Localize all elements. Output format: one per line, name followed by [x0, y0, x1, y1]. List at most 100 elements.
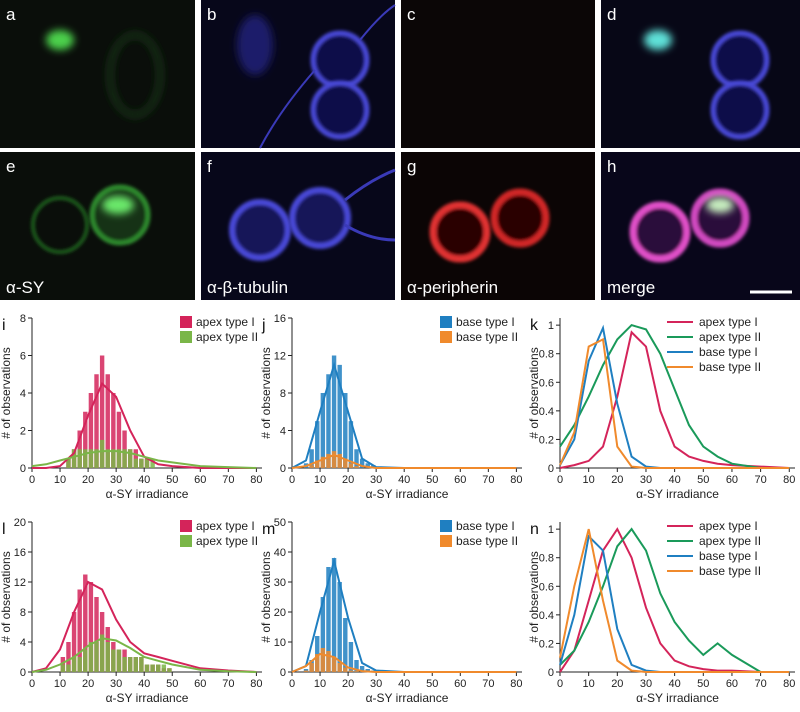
x-tick-label: 50: [697, 474, 709, 486]
legend-label: base type I: [456, 315, 515, 329]
y-tick-label: 0.4: [539, 406, 554, 418]
histogram-bar: [354, 449, 359, 468]
histogram-bar: [99, 355, 105, 468]
x-tick-label: 30: [370, 678, 382, 690]
panel-label: g: [407, 157, 416, 176]
histogram-bar: [315, 421, 320, 468]
x-axis-label: α-SY irradiance: [366, 691, 449, 705]
x-tick-label: 50: [697, 678, 709, 690]
legend-label: base type II: [456, 534, 518, 548]
panel-label: c: [407, 5, 416, 24]
micrograph-f: f α-β-tubulin: [201, 152, 396, 300]
caption: α-peripherin: [407, 278, 498, 297]
y-axis-label: # of observations: [259, 551, 273, 642]
histogram-bar: [309, 465, 314, 468]
histogram-bar: [337, 453, 342, 468]
histogram-bar: [77, 657, 82, 672]
histogram-bar: [139, 458, 144, 468]
histogram-bar: [167, 668, 172, 672]
histogram-bar: [116, 649, 122, 672]
x-tick-label: 20: [611, 678, 623, 690]
y-axis-label: # of observations: [527, 551, 541, 642]
histogram-bar: [150, 458, 155, 468]
x-tick-label: 0: [557, 678, 563, 690]
micrograph-b: b: [201, 0, 396, 149]
y-axis-label: # of observations: [527, 347, 541, 438]
histogram-bar: [71, 612, 77, 672]
histogram-bar: [105, 642, 110, 672]
line: [559, 337, 790, 469]
y-tick-label: 4: [20, 388, 26, 400]
histogram-bar: [326, 651, 331, 672]
x-tick-label: 20: [82, 474, 94, 486]
legend-label: apex type II: [196, 330, 258, 344]
x-tick-label: 60: [194, 474, 206, 486]
y-tick-label: 0.4: [539, 610, 554, 622]
histogram-bar: [343, 393, 348, 468]
legend-label: base type II: [699, 360, 761, 374]
x-tick-label: 70: [754, 678, 766, 690]
histogram-bar: [326, 567, 331, 672]
x-tick-label: 10: [314, 474, 326, 486]
x-tick-label: 20: [342, 678, 354, 690]
panel-label: n: [530, 521, 539, 538]
histogram-bar: [161, 664, 167, 672]
histogram-bar: [94, 597, 99, 672]
legend-swatch: [180, 520, 192, 532]
histogram-bar: [83, 574, 88, 672]
histogram-bar: [331, 355, 337, 468]
y-tick-label: 30: [274, 577, 286, 589]
legend-label: base type I: [456, 519, 515, 533]
histogram-bar: [348, 670, 354, 672]
line: [559, 527, 790, 673]
panel-label: d: [607, 5, 616, 24]
histogram-bar: [315, 654, 320, 672]
histogram-bar: [331, 657, 337, 672]
histogram-bar: [331, 451, 337, 468]
histogram-bar: [337, 364, 342, 468]
x-tick-label: 70: [482, 474, 494, 486]
panel-label: e: [6, 157, 15, 176]
histogram-bar: [66, 642, 71, 672]
histogram-bar: [116, 449, 122, 468]
x-tick-label: 60: [726, 474, 738, 486]
x-tick-label: 70: [754, 474, 766, 486]
legend-swatch: [440, 520, 452, 532]
x-tick-label: 80: [510, 678, 522, 690]
x-tick-label: 70: [222, 474, 234, 486]
legend-swatch: [180, 316, 192, 328]
micrograph-c: c: [401, 0, 595, 148]
y-tick-label: 0.8: [539, 553, 554, 565]
x-tick-label: 50: [426, 678, 438, 690]
panel-label: h: [607, 157, 616, 176]
x-tick-label: 50: [166, 678, 178, 690]
line: [559, 323, 790, 469]
x-tick-label: 10: [583, 474, 595, 486]
histogram-bar: [105, 374, 110, 468]
y-tick-label: 1: [548, 524, 554, 536]
histogram-bar: [348, 421, 354, 468]
histogram-bar: [94, 449, 99, 468]
micrograph-g: g α-peripherin: [401, 152, 595, 300]
histogram-bar: [133, 657, 138, 672]
histogram-bar: [83, 449, 88, 468]
fit-curve: [31, 450, 257, 469]
histogram-bar: [77, 449, 82, 468]
fit-curve: [32, 381, 257, 469]
histogram-bar: [309, 663, 314, 672]
panel-label: f: [207, 157, 212, 176]
histogram-bar: [88, 449, 94, 468]
histogram-bar: [122, 449, 127, 468]
y-tick-label: 16: [274, 313, 286, 325]
x-axis-label: α-SY irradiance: [636, 487, 719, 501]
histogram-bar: [111, 393, 116, 468]
legend-label: apex type I: [699, 519, 758, 533]
legend-label: apex type II: [196, 534, 258, 548]
histogram-bar: [343, 458, 348, 468]
legend-label: apex type II: [699, 330, 761, 344]
histogram-bar: [127, 449, 133, 468]
x-tick-label: 70: [482, 678, 494, 690]
histogram-bar: [320, 648, 326, 672]
histogram-bar: [83, 411, 88, 468]
histogram-bar: [337, 663, 342, 672]
